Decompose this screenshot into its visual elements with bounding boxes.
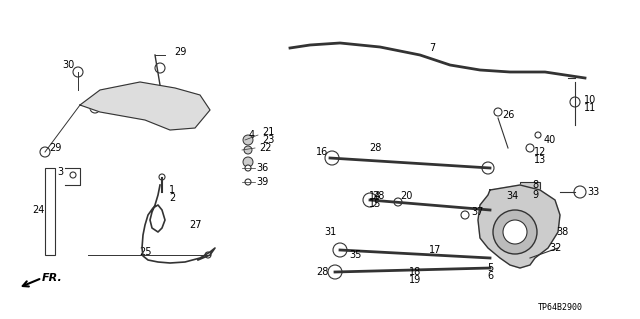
Polygon shape bbox=[478, 185, 560, 268]
Text: 18: 18 bbox=[409, 267, 421, 277]
Circle shape bbox=[245, 165, 251, 171]
Text: 34: 34 bbox=[506, 191, 518, 201]
Text: 9: 9 bbox=[532, 190, 538, 200]
Text: 40: 40 bbox=[544, 135, 556, 145]
Text: 30: 30 bbox=[62, 60, 74, 70]
Circle shape bbox=[503, 220, 527, 244]
Text: 26: 26 bbox=[502, 110, 514, 120]
Text: 28: 28 bbox=[369, 143, 381, 153]
Text: 31: 31 bbox=[324, 227, 336, 237]
Text: 6: 6 bbox=[487, 271, 493, 281]
Circle shape bbox=[92, 102, 98, 108]
Text: 15: 15 bbox=[369, 199, 381, 209]
Text: 19: 19 bbox=[409, 275, 421, 285]
Circle shape bbox=[518, 246, 522, 250]
Circle shape bbox=[518, 214, 522, 218]
Text: 29: 29 bbox=[49, 143, 61, 153]
Text: 2: 2 bbox=[169, 193, 175, 203]
Circle shape bbox=[499, 240, 503, 244]
Text: FR.: FR. bbox=[42, 273, 63, 283]
Text: 39: 39 bbox=[256, 177, 268, 187]
Circle shape bbox=[243, 157, 253, 167]
Circle shape bbox=[245, 179, 251, 185]
Text: 3: 3 bbox=[57, 167, 63, 177]
Text: 36: 36 bbox=[256, 163, 268, 173]
Text: 38: 38 bbox=[556, 227, 568, 237]
Text: TP64B2900: TP64B2900 bbox=[538, 303, 582, 313]
Text: 28: 28 bbox=[372, 191, 384, 201]
Text: 17: 17 bbox=[429, 245, 441, 255]
Text: 24: 24 bbox=[32, 205, 44, 215]
Text: 21: 21 bbox=[262, 127, 274, 137]
Circle shape bbox=[159, 174, 165, 180]
Text: 32: 32 bbox=[549, 243, 561, 253]
Text: 23: 23 bbox=[262, 135, 274, 145]
Text: 16: 16 bbox=[316, 147, 328, 157]
Text: 29: 29 bbox=[174, 47, 186, 57]
Circle shape bbox=[243, 135, 253, 145]
Circle shape bbox=[499, 220, 503, 224]
Text: 10: 10 bbox=[584, 95, 596, 105]
Circle shape bbox=[244, 146, 252, 154]
Text: 13: 13 bbox=[534, 155, 546, 165]
Circle shape bbox=[70, 172, 76, 178]
Circle shape bbox=[205, 252, 211, 258]
Text: 4: 4 bbox=[249, 130, 255, 140]
Text: 20: 20 bbox=[400, 191, 412, 201]
Text: 8: 8 bbox=[532, 180, 538, 190]
Circle shape bbox=[493, 210, 537, 254]
Text: 1: 1 bbox=[169, 185, 175, 195]
Text: 25: 25 bbox=[139, 247, 151, 257]
Text: 12: 12 bbox=[534, 147, 546, 157]
Text: 11: 11 bbox=[584, 103, 596, 113]
Text: 14: 14 bbox=[369, 191, 381, 201]
Text: 7: 7 bbox=[429, 43, 435, 53]
Circle shape bbox=[530, 230, 534, 234]
Circle shape bbox=[192, 107, 198, 113]
Polygon shape bbox=[80, 82, 210, 130]
Text: 28: 28 bbox=[316, 267, 328, 277]
Polygon shape bbox=[520, 182, 540, 200]
Text: 22: 22 bbox=[259, 143, 271, 153]
Text: 37: 37 bbox=[472, 207, 484, 217]
Text: 35: 35 bbox=[349, 250, 361, 260]
Text: 27: 27 bbox=[189, 220, 201, 230]
Text: 5: 5 bbox=[487, 263, 493, 273]
Text: 33: 33 bbox=[587, 187, 599, 197]
